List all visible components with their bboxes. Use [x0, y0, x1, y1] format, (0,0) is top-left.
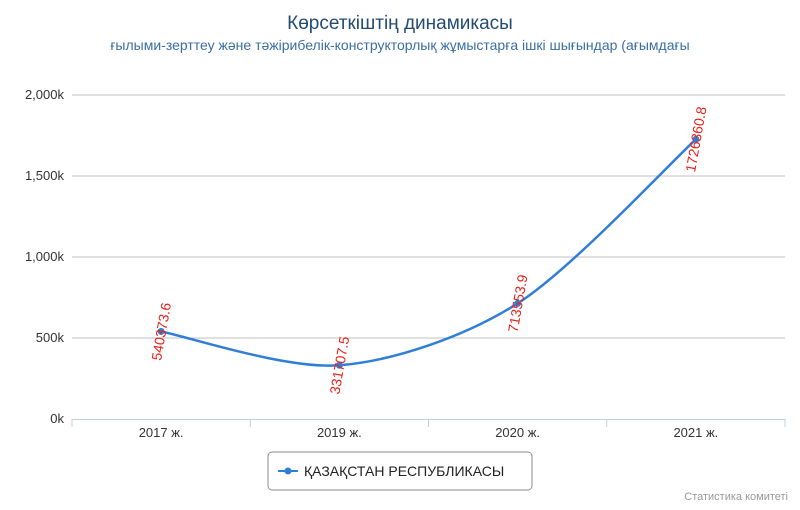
data-point[interactable]	[335, 361, 343, 369]
chart-title: Көрсеткіштің динамикасы	[287, 13, 513, 34]
x-axis: 2017 ж. 2019 ж. 2020 ж. 2021 ж.	[71, 419, 786, 440]
legend-item-label[interactable]: ҚАЗАҚСТАН РЕСПУБЛИКАСЫ	[304, 463, 504, 479]
y-axis: 0k 500k 1,000k 1,500k 2,000k	[25, 87, 65, 426]
series-line[interactable]	[160, 138, 697, 367]
x-tick-label: 2017 ж.	[139, 425, 184, 440]
data-label: 1726360.8	[682, 105, 709, 173]
legend[interactable]: ҚАЗАҚСТАН РЕСПУБЛИКАСЫ	[267, 451, 533, 491]
data-point[interactable]	[157, 327, 165, 335]
data-label: 540373.6	[148, 301, 174, 361]
legend-box[interactable]	[267, 451, 533, 491]
x-tick-label: 2020 ж.	[495, 425, 540, 440]
data-label: 713553.9	[505, 273, 531, 333]
credits[interactable]: Статистика комитеті	[684, 491, 788, 503]
y-tick-label: 1,000k	[25, 249, 65, 264]
series-layer	[157, 135, 700, 369]
data-point[interactable]	[514, 299, 522, 307]
y-tick-label: 500k	[36, 330, 65, 345]
x-tick-label: 2019 ж.	[317, 425, 362, 440]
x-tick-label: 2021 ж.	[673, 425, 718, 440]
gridlines	[72, 94, 785, 339]
y-tick-label: 2,000k	[25, 87, 65, 102]
chart-subtitle: ғылыми-зерттеу және тәжірибелік-конструк…	[110, 37, 689, 53]
data-point[interactable]	[692, 135, 700, 143]
y-tick-label: 0k	[50, 411, 64, 426]
y-tick-label: 1,500k	[25, 168, 65, 183]
legend-marker-icon	[284, 467, 292, 475]
